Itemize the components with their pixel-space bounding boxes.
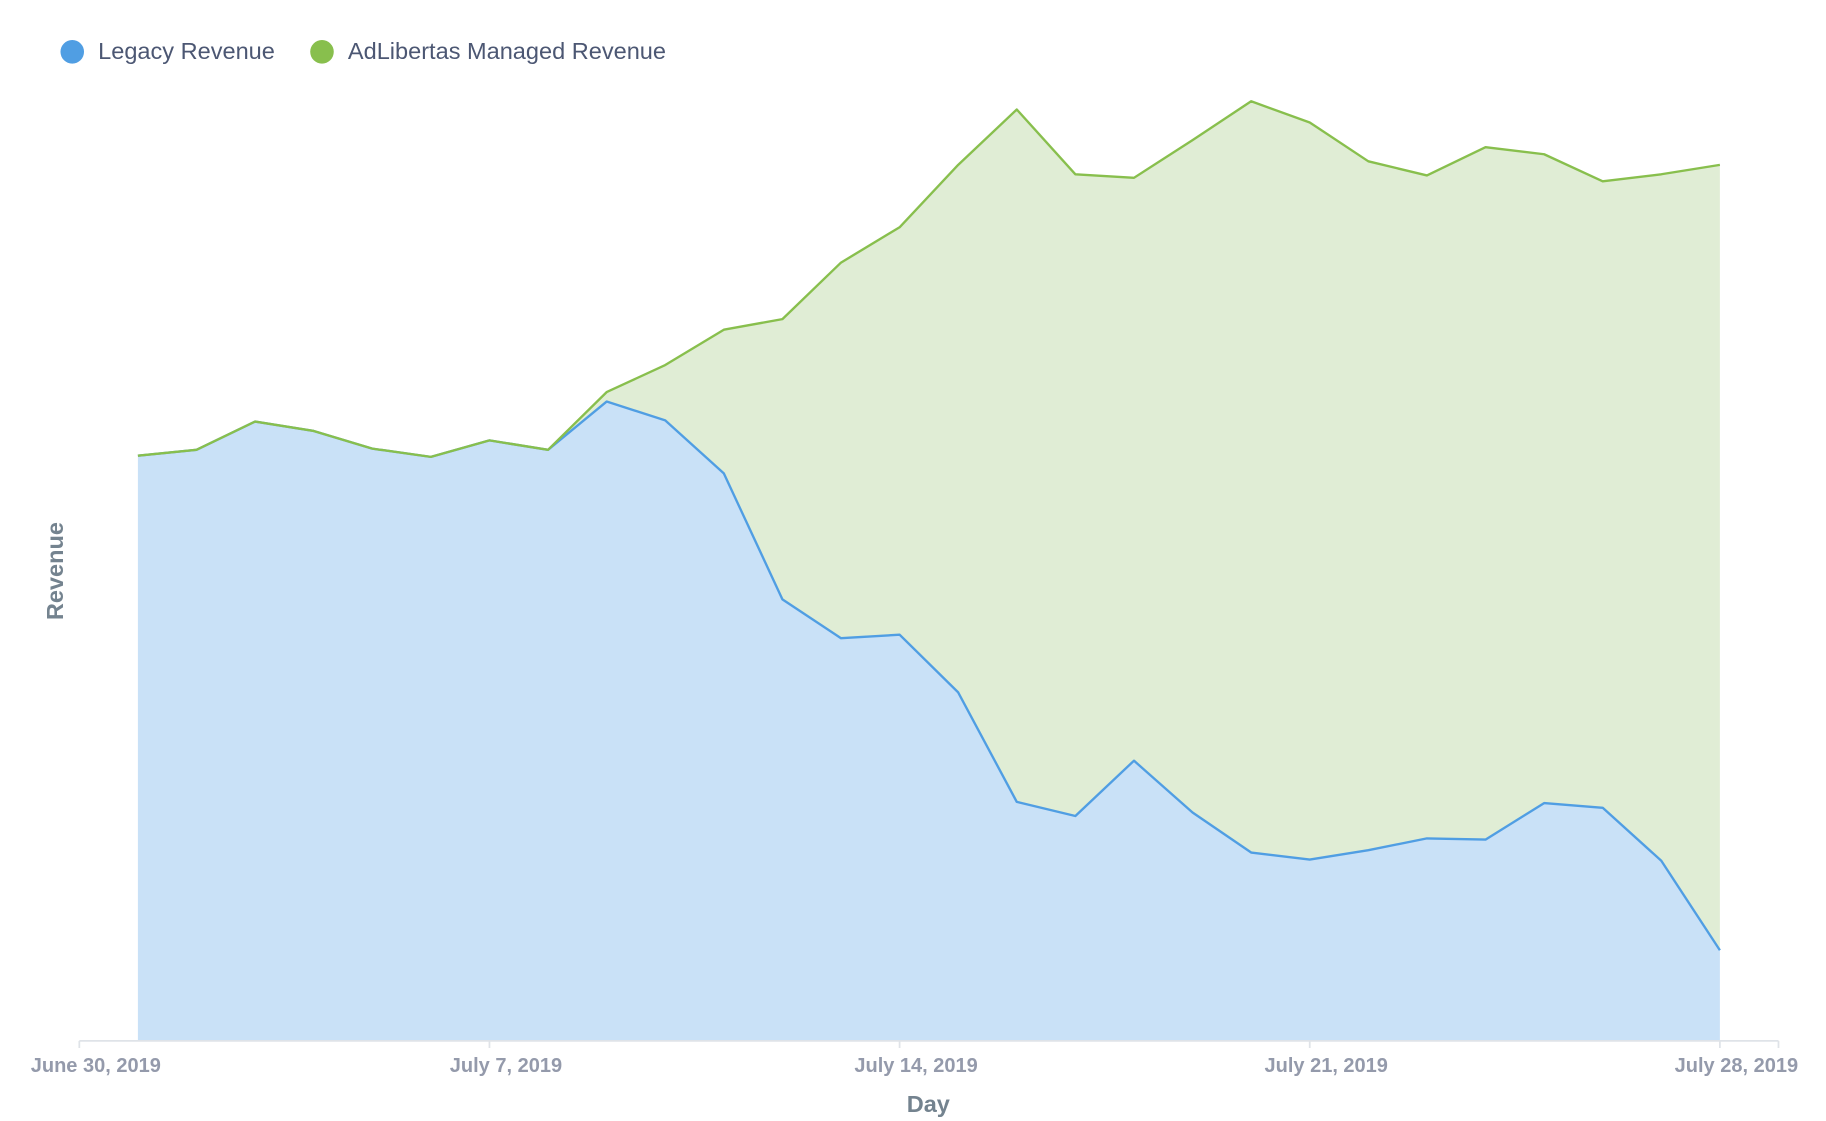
x-tick-label: July 28, 2019 [1675, 1055, 1798, 1077]
legend-swatch [60, 40, 85, 64]
legend-swatch [310, 40, 334, 64]
area-fill [137, 401, 1720, 1041]
area-line [137, 100, 1721, 459]
legend-label: Legacy Revenue [98, 38, 275, 64]
plot-area [137, 100, 1721, 1041]
x-tick-label: July 7, 2019 [450, 1055, 562, 1077]
x-tick-label: July 21, 2019 [1265, 1055, 1388, 1077]
legend-label: AdLibertas Managed Revenue [348, 38, 666, 64]
y-axis-title: Revenue [42, 522, 68, 620]
x-tick-label: June 30, 2019 [31, 1055, 161, 1077]
x-tick-label: July 14, 2019 [854, 1055, 977, 1077]
area-fill [137, 101, 1720, 951]
x-axis-title: Day [907, 1091, 950, 1117]
